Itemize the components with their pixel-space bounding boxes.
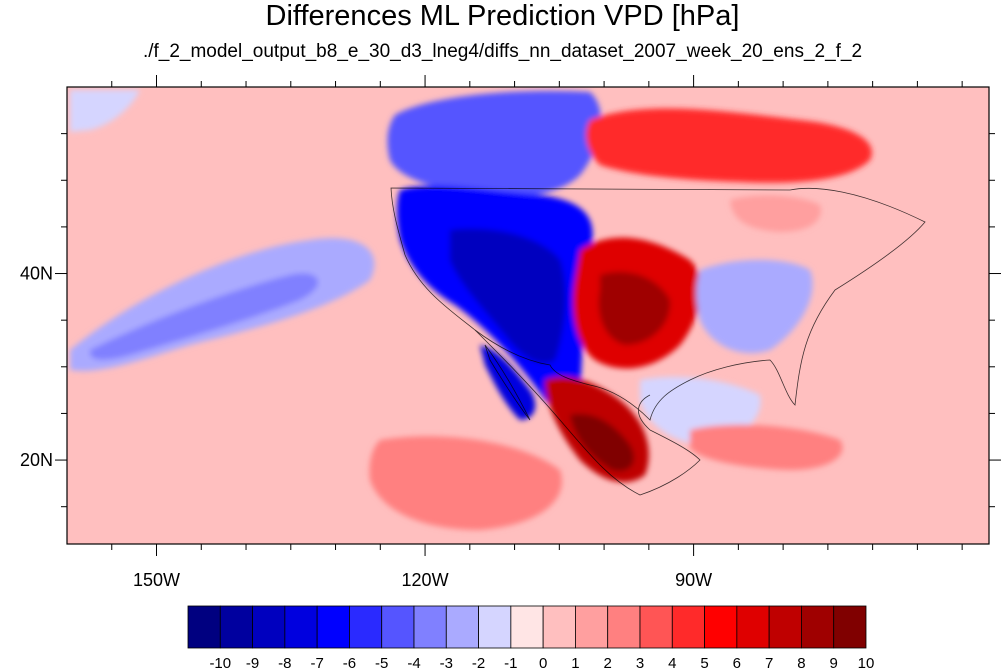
colorbar-label: 10 <box>858 655 875 672</box>
colorbar-swatch <box>413 605 447 649</box>
colorbar-label: 8 <box>797 655 805 672</box>
colorbar-swatch <box>252 605 286 649</box>
colorbar-label: -9 <box>246 655 259 672</box>
colorbar-label: -5 <box>375 655 388 672</box>
region-eastern-pacific-south <box>369 436 562 530</box>
colorbar-swatch <box>187 605 221 649</box>
colorbar-label: -7 <box>310 655 323 672</box>
x-tick-label: 90W <box>675 570 712 590</box>
colorbar-label: -4 <box>407 655 420 672</box>
region-great-lakes <box>730 195 821 232</box>
colorbar-swatch <box>478 605 512 649</box>
colorbar-swatch <box>284 605 318 649</box>
colorbar-swatch <box>575 605 609 649</box>
region-pacific-band-core <box>89 273 319 360</box>
chart-subtitle: ./f_2_model_output_b8_e_30_d3_lneg4/diff… <box>142 41 863 62</box>
us-border-outline <box>390 187 926 421</box>
colorbar-label: -6 <box>343 655 356 672</box>
region-western-us-core <box>450 228 566 364</box>
colorbar-swatch <box>381 605 415 649</box>
colorbar-swatch <box>542 605 576 649</box>
colorbar-label: 9 <box>830 655 838 672</box>
y-tick-label: 20N <box>20 450 53 470</box>
colorbar-swatch <box>349 605 383 649</box>
region-caribbean <box>690 424 843 470</box>
colorbar: -10 -9 -8 -7 -6 -5 -4 -3 -2 -1 0 1 2 3 4 5 6 7 8 9 10 <box>187 605 875 672</box>
chart-title: Differences ML Prediction VPD [hPa] <box>265 0 740 32</box>
region-canada-east <box>586 108 872 183</box>
colorbar-label: 0 <box>539 655 547 672</box>
colorbar-swatch <box>671 605 705 649</box>
colorbar-label: 4 <box>668 655 676 672</box>
map-frame <box>66 86 990 545</box>
mexico-outline <box>474 329 701 496</box>
colorbar-label: 3 <box>636 655 644 672</box>
region-north-pacific-patch <box>70 90 140 132</box>
colorbar-swatch <box>704 605 738 649</box>
colorbar-swatch <box>736 605 770 649</box>
region-southern-plains-core <box>598 271 671 345</box>
region-southeast-us <box>696 259 813 354</box>
colorbar-label: 7 <box>765 655 773 672</box>
colorbar-label: -2 <box>472 655 485 672</box>
x-tick-label: 150W <box>133 570 180 590</box>
colorbar-swatch <box>639 605 673 649</box>
colorbar-swatch <box>219 605 253 649</box>
region-baja-peninsula <box>480 345 536 420</box>
map-area <box>67 87 989 544</box>
colorbar-label: 5 <box>700 655 708 672</box>
colorbar-swatch <box>833 605 867 649</box>
colorbar-label: -1 <box>504 655 517 672</box>
colorbar-swatch <box>445 605 479 649</box>
region-canada-north <box>387 90 601 197</box>
baja-outline <box>484 344 531 421</box>
colorbar-swatch <box>801 605 835 649</box>
colorbar-swatch <box>607 605 641 649</box>
x-tick-label: 120W <box>402 570 449 590</box>
colorbar-label: -8 <box>278 655 291 672</box>
colorbar-label: -3 <box>440 655 453 672</box>
colorbar-swatch <box>510 605 544 649</box>
colorbar-swatch <box>768 605 802 649</box>
colorbar-label: -10 <box>209 655 231 672</box>
colorbar-label: 1 <box>571 655 579 672</box>
map-axes: 150W 120W 90W 40N 20N <box>20 75 1001 590</box>
colorbar-label: 6 <box>733 655 741 672</box>
y-tick-label: 40N <box>20 264 53 284</box>
region-mexico-plateau-core <box>570 414 634 472</box>
colorbar-swatch <box>316 605 350 649</box>
colorbar-label: 2 <box>604 655 612 672</box>
